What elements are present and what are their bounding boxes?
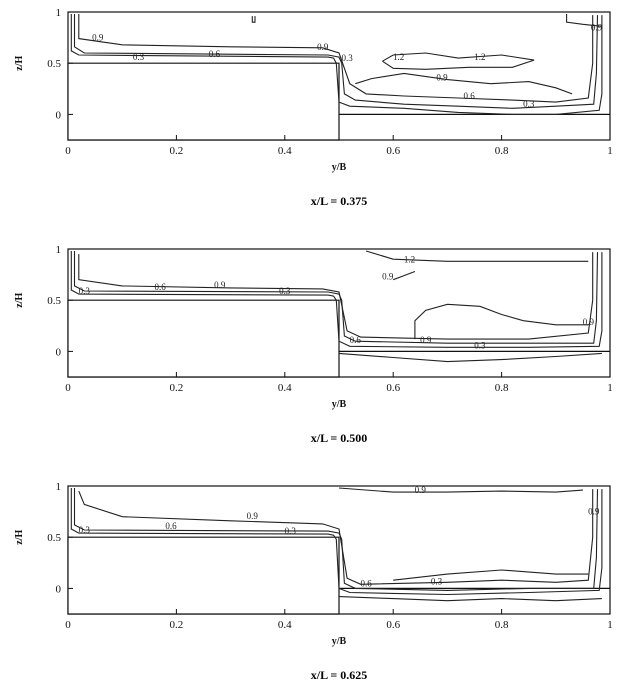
x-tick-label: 0.6 (386, 382, 400, 394)
contour-label: 0.9 (382, 272, 394, 282)
contour-label: 0.9 (591, 22, 603, 32)
y-axis-label: z/H (14, 55, 25, 70)
y-tick-label: 0.5 (47, 532, 61, 544)
panel-caption: x/L = 0.500 (311, 431, 368, 445)
contour-line (70, 251, 603, 348)
contour-label: 0.9 (420, 335, 432, 345)
contour-label: 0.9 (415, 485, 427, 495)
y-tick-label: 1 (56, 7, 62, 19)
contour-line (78, 489, 594, 585)
x-tick-label: 0.4 (278, 145, 292, 157)
contour-label: 0.6 (360, 578, 372, 588)
contour-label: 0.3 (133, 52, 145, 62)
contour-line (566, 14, 602, 27)
contour-line (70, 14, 603, 115)
x-tick-label: 0.8 (495, 382, 509, 394)
contour-line (338, 596, 602, 602)
y-tick-label: 1 (56, 244, 62, 256)
x-axis-label: y/B (332, 399, 347, 410)
contour-line (382, 52, 535, 70)
x-tick-label: 0.6 (386, 145, 400, 157)
y-tick-label: 0.5 (47, 295, 61, 307)
y-tick-label: 0.5 (47, 58, 61, 70)
contour-panel-1: 0.9 0.3 0.6 0.9 0.3 1.2 1.2 0.9 0.6 0.3 0.9 0 0.2 0.4… (14, 7, 613, 208)
step-block (67, 536, 340, 615)
x-tick-label: 1 (607, 145, 613, 157)
contour-line (338, 352, 602, 363)
x-tick-label: 0 (65, 145, 71, 157)
contour-label: 0.9 (92, 33, 104, 43)
y-tick-label: 0 (56, 109, 62, 121)
x-tick-label: 0.2 (170, 619, 184, 631)
contour-line (393, 270, 416, 281)
contour-label: 0.3 (474, 340, 486, 350)
contour-line (70, 488, 603, 596)
contour-label: 0.3 (79, 525, 91, 535)
x-tick-label: 0.2 (170, 145, 184, 157)
contour-label: 0.6 (463, 91, 475, 101)
contour-panel-2: 0.3 0.6 0.9 0.3 1.2 0.9 0.6 0.9 0.3 0.9 0 0.2 0.4 0.6… (14, 244, 613, 445)
contour-line (78, 252, 594, 340)
contour-line (393, 569, 589, 581)
x-tick-label: 0.8 (495, 619, 509, 631)
contour-line (78, 14, 594, 103)
x-axis-label: y/B (332, 636, 347, 647)
x-axis-label: y/B (332, 162, 347, 173)
y-tick-label: 1 (56, 481, 62, 493)
contour-label: 0.6 (165, 521, 177, 531)
contour-label: 0.6 (350, 335, 362, 345)
contour-line (365, 250, 589, 262)
x-tick-label: 0.4 (278, 619, 292, 631)
panel-caption: x/L = 0.375 (311, 194, 368, 208)
contour-label: 0.3 (431, 576, 443, 586)
contour-line (338, 487, 583, 493)
y-axis-label: z/H (14, 529, 25, 544)
contour-line (73, 14, 599, 109)
y-tick-label: 0 (56, 583, 62, 595)
contour-line (73, 488, 599, 591)
x-tick-label: 0.8 (495, 145, 509, 157)
contour-label: 0.6 (209, 49, 221, 59)
x-tick-label: 0.4 (278, 382, 292, 394)
step-block (67, 62, 340, 141)
x-tick-label: 0.6 (386, 619, 400, 631)
contour-panel-3: 0.3 0.6 0.9 0.3 0.9 0.6 0.3 0.9 0 0.2 0.4 0.6 0.8 1 1 0… (14, 481, 613, 682)
x-tick-label: 1 (607, 382, 613, 394)
contour-label: 0.3 (523, 99, 535, 109)
x-tick-label: 1 (607, 619, 613, 631)
contour-label: 1.2 (393, 52, 404, 62)
contour-label: 1.2 (474, 52, 485, 62)
contour-label: 0.3 (342, 53, 354, 63)
contour-label: 0.3 (79, 286, 91, 296)
panel-caption: x/L = 0.625 (311, 668, 368, 682)
contour-label: 0.6 (155, 282, 167, 292)
contour-label: 0.3 (279, 286, 291, 296)
contour-line (414, 303, 589, 340)
contour-line (73, 251, 599, 344)
contour-label: 0.9 (588, 507, 600, 517)
contour-line (355, 72, 573, 95)
y-axis-label: z/H (14, 292, 25, 307)
contour-label: 0.9 (583, 317, 595, 327)
contour-label: 0.3 (285, 526, 297, 536)
x-tick-label: 0.2 (170, 382, 184, 394)
contour-label: 0.9 (247, 511, 259, 521)
x-tick-label: 0 (65, 619, 71, 631)
contour-label: 1.2 (404, 254, 415, 264)
y-tick-label: 0 (56, 346, 62, 358)
x-tick-label: 0 (65, 382, 71, 394)
contour-line (251, 16, 256, 23)
step-block (67, 299, 340, 378)
contour-label: 0.9 (317, 42, 329, 52)
contour-label: 0.9 (214, 280, 226, 290)
contour-label: 0.9 (436, 73, 448, 83)
